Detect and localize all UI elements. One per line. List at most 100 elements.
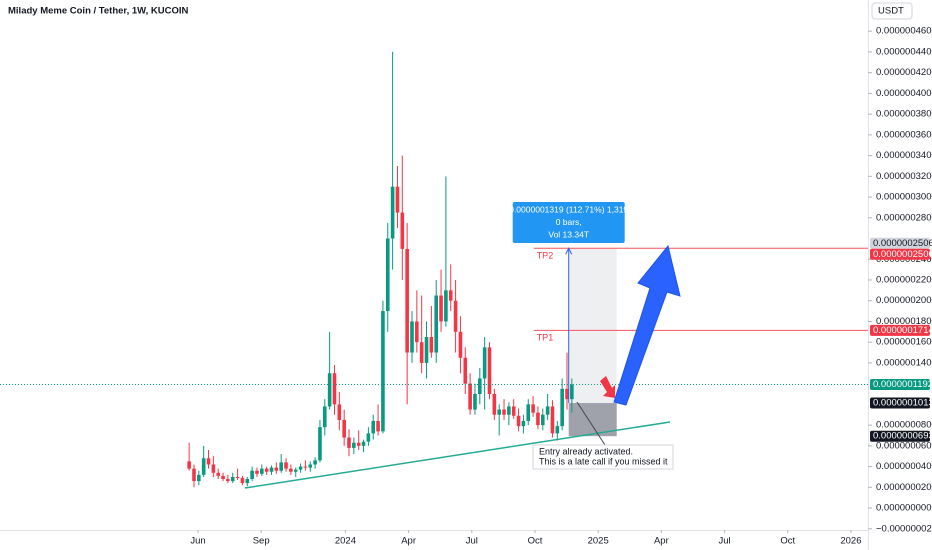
candle-body [269,467,274,472]
x-tick-label: 2024 [335,536,356,547]
candle-body [463,357,468,384]
candle-body [511,406,516,416]
price-label-bg [870,430,930,442]
y-tick-label: 0.0000001400 [876,357,932,368]
price-label-bg [870,248,930,260]
candle-body [395,186,400,213]
candle-body [531,404,535,413]
y-tick-label: 0.0000000000 [876,503,932,514]
price-label-bg [870,378,930,390]
target-label: TP2 [537,251,554,261]
candle-body [255,470,259,474]
y-tick-label: 0.0000004200 [876,67,932,78]
x-tick-label: Apr [654,536,669,547]
candle-body [274,467,279,471]
y-tick-label: 0.0000004000 [876,88,932,99]
candle-body [400,212,405,249]
candle-body [342,419,346,438]
candle-body [318,427,322,461]
candle-body [516,415,521,427]
candle-body [444,290,448,322]
candle-body [555,426,560,434]
candle-body [424,336,429,363]
candle-body [313,460,317,465]
currency-box[interactable] [871,2,913,20]
candle-body [337,404,342,420]
candle-body [366,433,371,442]
candle-body [327,373,332,407]
x-tick-label: Sep [253,536,270,547]
candle-body [289,468,293,472]
price-label: 0.0000002506 [873,249,932,260]
measure-text: Vol 13.34T [548,229,589,239]
y-tick-label: 0.0000003800 [876,109,932,120]
candle-body [521,420,526,427]
x-tick-label: Jun [190,536,205,547]
note-box [532,444,674,470]
candle-body [206,458,211,465]
note-text: Entry already activated. [539,446,633,456]
currency[interactable]: USDT [878,6,904,17]
candle-body [332,373,337,405]
x-tick-label: Jul [466,536,478,547]
candle-body [250,470,254,480]
y-tick-label: 0.0000000200 [876,482,932,493]
candle-body [235,476,240,478]
candle-body [502,409,506,415]
candle-body [565,388,569,400]
candle-body [390,186,395,239]
candle-body [308,464,313,468]
candle-body [415,321,419,343]
candle-body [453,300,458,332]
candle-body [371,420,376,434]
candle-body [540,414,545,426]
target-zone [568,248,617,404]
candle-body [211,464,216,473]
candle-body [439,295,443,322]
candle-body [260,468,264,474]
price-label: 0.0000000693 [873,431,932,442]
y-tick-label: 0.0000001800 [876,316,932,327]
candle-body [240,477,245,484]
x-tick-label: Oct [528,536,543,547]
y-tick-label: 0.0000004400 [876,46,932,57]
stop-zone [568,403,617,437]
candle-body [545,406,550,415]
candle-body [352,442,356,448]
candle-body [230,476,235,482]
blue-arrow [613,244,681,406]
candle-body [570,384,574,400]
candle-body [429,336,434,353]
x-tick-label: 2026 [840,536,861,547]
y-tick-label: 0.0000002200 [876,274,932,285]
candle-body [201,458,206,475]
candle-body [385,238,390,312]
candle-body [347,437,351,448]
candle-body [284,462,288,469]
candle-body [303,466,308,468]
candle-body [507,406,511,415]
price-label-bg [870,324,930,336]
price-label-bg [870,237,930,249]
measure-arrow [565,247,573,255]
candle-body [434,295,439,353]
chart-title: Milady Meme Coin / Tether, 1W, KUCOIN [8,6,188,17]
candle-body [187,461,191,469]
candle-body [536,412,540,426]
y-tick-label: 0.0000003000 [876,192,932,203]
candle-body [487,347,492,395]
measure-box [512,202,625,243]
note-text: This is a late call if you missed it [539,456,668,466]
candle-body [560,388,564,427]
price-label: 0.0000002506 [873,238,932,249]
x-tick-label: Jul [718,536,730,547]
y-tick-label: 0.0000004600 [876,26,932,37]
price-label: 0.0000001192 [873,379,932,390]
y-tick-label: −0.0000000200 [876,523,932,534]
candle-body [419,342,424,363]
candle-body [381,311,385,432]
candle-body [448,290,453,301]
red-arrow [600,376,615,398]
y-tick-label: 0.0000002800 [876,212,932,223]
